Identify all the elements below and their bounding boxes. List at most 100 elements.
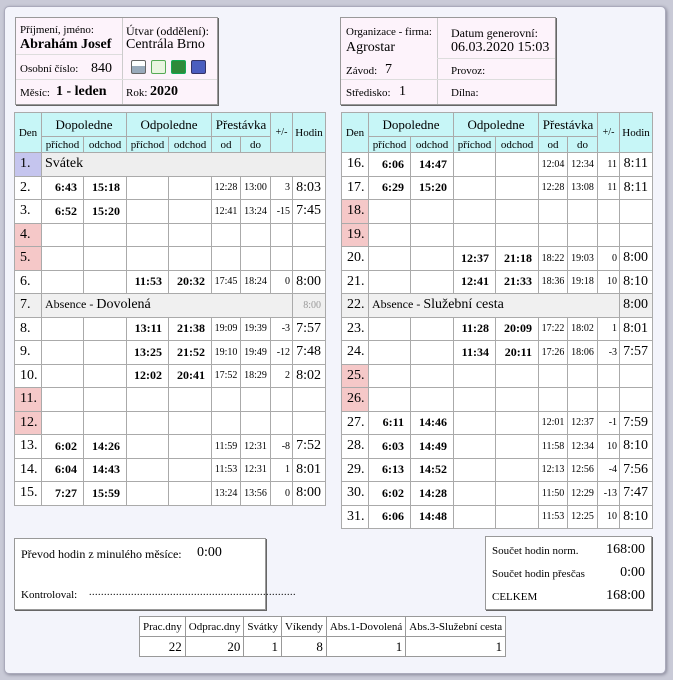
afternoon-departure: 21:33 <box>495 269 540 294</box>
workshop-label: Dílna: <box>451 87 479 99</box>
table-row: 9. 13:25 21:52 19:10 19:49 -12 7:48 <box>14 340 327 365</box>
empty-cell <box>368 363 411 388</box>
empty-cell <box>292 246 327 271</box>
break-from: 19:10 <box>211 340 242 365</box>
table-row: 10. 12:02 20:41 17:52 18:29 2 8:02 <box>14 363 327 388</box>
morning-arrival <box>41 340 84 365</box>
break-to: 19:49 <box>240 340 272 365</box>
empty-cell <box>597 222 621 247</box>
empty-cell <box>82 246 128 271</box>
absence-label: Absence - Dovolená <box>40 293 294 318</box>
afternoon-arrival <box>126 199 170 224</box>
break-from: 18:36 <box>538 269 569 294</box>
departure-header: odchod <box>495 136 540 153</box>
break-to: 13:24 <box>240 199 272 224</box>
company-label: Organizace - firma: <box>346 26 432 38</box>
balance: 1 <box>597 316 621 341</box>
empty-cell <box>41 387 84 412</box>
overtime-hours-value: 0:00 <box>620 565 645 580</box>
plusminus-header: +/- <box>270 112 294 153</box>
morning-arrival: 6:06 <box>368 504 411 529</box>
afternoon-departure <box>495 434 540 459</box>
balance: 10 <box>597 434 621 459</box>
table-row: 25. <box>341 363 654 388</box>
empty-cell <box>409 363 455 388</box>
month-value: 1 - leden <box>56 84 107 99</box>
empty-cell <box>495 387 540 412</box>
break-to: 12:37 <box>567 410 599 435</box>
employee-name: Abrahám Josef <box>20 37 112 52</box>
morning-header: Dopoledne <box>40 112 128 137</box>
empty-cell <box>495 222 540 247</box>
afternoon-arrival <box>126 175 170 200</box>
empty-cell <box>270 410 294 435</box>
break-from: 11:53 <box>211 457 242 482</box>
break-from: 12:28 <box>538 175 569 200</box>
norm-hours-value: 168:00 <box>606 542 645 557</box>
empty-cell <box>567 199 599 224</box>
save-icon[interactable] <box>191 60 206 74</box>
afternoon-departure <box>168 199 213 224</box>
hours-worked: 8:00 <box>292 269 327 294</box>
break-from: 17:26 <box>538 340 569 365</box>
empty-cell <box>567 387 599 412</box>
excel-export-icon[interactable] <box>171 60 186 74</box>
empty-cell <box>240 387 272 412</box>
hours-worked: 7:57 <box>292 316 327 341</box>
empty-cell <box>126 387 170 412</box>
empty-cell <box>597 199 621 224</box>
table-row: 5. <box>14 246 327 271</box>
morning-arrival: 6:11 <box>368 410 411 435</box>
break-from: 11:53 <box>538 504 569 529</box>
day-number: 29. <box>341 457 369 482</box>
empty-cell <box>240 246 272 271</box>
break-from: 12:41 <box>211 199 242 224</box>
summary-value: 8 <box>280 636 327 657</box>
break-to: 13:56 <box>240 481 272 506</box>
morning-arrival: 6:02 <box>368 481 411 506</box>
absence-type: Služební cesta <box>423 297 504 313</box>
empty-cell <box>567 222 599 247</box>
empty-cell <box>270 387 294 412</box>
empty-cell <box>495 199 540 224</box>
break-to: 18:29 <box>240 363 272 388</box>
break-to: 12:29 <box>567 481 599 506</box>
day-number: 2. <box>14 175 42 200</box>
day-number: 6. <box>14 269 42 294</box>
morning-arrival <box>41 316 84 341</box>
day-summary-table: Prac.dny Odprac.dny Svátky Víkendy Abs.1-Dov… <box>139 616 507 657</box>
day-number: 30. <box>341 481 369 506</box>
break-to: 19:18 <box>567 269 599 294</box>
balance: 2 <box>270 363 294 388</box>
csv-export-icon[interactable] <box>151 60 166 74</box>
morning-departure <box>409 246 455 271</box>
hours-worked: 7:47 <box>619 481 654 506</box>
empty-cell <box>168 246 213 271</box>
empty-cell <box>538 199 569 224</box>
morning-departure <box>82 340 128 365</box>
break-to: 12:34 <box>567 152 599 177</box>
empty-cell <box>619 363 654 388</box>
afternoon-departure: 20:41 <box>168 363 213 388</box>
break-from: 13:24 <box>211 481 242 506</box>
morning-departure: 15:59 <box>82 481 128 506</box>
carry-over-label: Převod hodin z minulého měsíce: <box>21 547 182 561</box>
empty-cell <box>538 363 569 388</box>
break-from: 12:04 <box>538 152 569 177</box>
day-number: 25. <box>341 363 369 388</box>
break-to: 12:56 <box>567 457 599 482</box>
empty-cell <box>270 246 294 271</box>
empty-cell <box>82 387 128 412</box>
break-from: 17:45 <box>211 269 242 294</box>
morning-arrival: 6:04 <box>41 457 84 482</box>
break-to-header: do <box>567 136 599 153</box>
morning-arrival <box>368 246 411 271</box>
employee-info-box: Příjmení, jméno: Abrahám Josef Osobní čí… <box>15 17 218 105</box>
afternoon-arrival <box>453 152 497 177</box>
table-row: 3. 6:52 15:20 12:41 13:24 -15 7:45 <box>14 199 327 224</box>
attendance-table-days-16-31: Den Dopoledne Odpoledne Přestávka +/- Ho… <box>341 112 654 529</box>
empty-cell <box>368 199 411 224</box>
afternoon-departure <box>495 504 540 529</box>
printer-icon[interactable] <box>131 60 146 74</box>
morning-arrival: 6:13 <box>368 457 411 482</box>
